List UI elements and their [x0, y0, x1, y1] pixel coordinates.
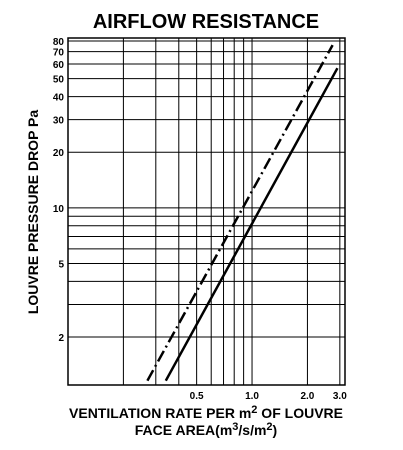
x-axis-label-part: OF LOUVRE	[257, 405, 343, 421]
y-tick-label: 40	[53, 93, 65, 104]
x-axis-label-part: VENTILATION RATE PER m	[69, 405, 251, 421]
x-tick-label: 0.5	[190, 391, 204, 402]
plot-frame	[67, 37, 346, 386]
y-axis-label: LOUVRE PRESSURE DROP Pa	[25, 110, 41, 315]
x-tick-label: 1.0	[245, 391, 259, 402]
x-axis-label-part: /s/m	[238, 422, 266, 438]
y-tick-label: 30	[53, 116, 65, 127]
x-axis-label: VENTILATION RATE PER m2 OF LOUVRE	[69, 404, 343, 421]
x-axis-label-part: 2	[251, 404, 257, 416]
line-series	[164, 67, 339, 382]
x-axis-label-part: )	[273, 422, 278, 438]
x-tick-label: 3.0	[333, 391, 347, 402]
x-axis-label-part: 3	[232, 421, 238, 433]
y-tick-label: 60	[53, 60, 65, 71]
x-tick-label: 2.0	[300, 391, 314, 402]
line-series	[146, 44, 334, 382]
y-tick-label: 50	[53, 75, 65, 86]
y-tick-label: 80	[53, 37, 65, 48]
y-tick-label: 5	[58, 259, 64, 270]
chart-title: AIRFLOW RESISTANCE	[93, 11, 319, 33]
y-tick-label: 10	[53, 204, 65, 215]
x-axis-label-part: FACE AREA(m	[135, 422, 233, 438]
x-axis-label-part: 2	[266, 421, 272, 433]
y-tick-label: 20	[53, 148, 65, 159]
y-tick-label: 2	[58, 333, 64, 344]
x-axis-label: FACE AREA(m3/s/m2)	[135, 421, 277, 438]
y-tick-label: 70	[53, 48, 65, 59]
